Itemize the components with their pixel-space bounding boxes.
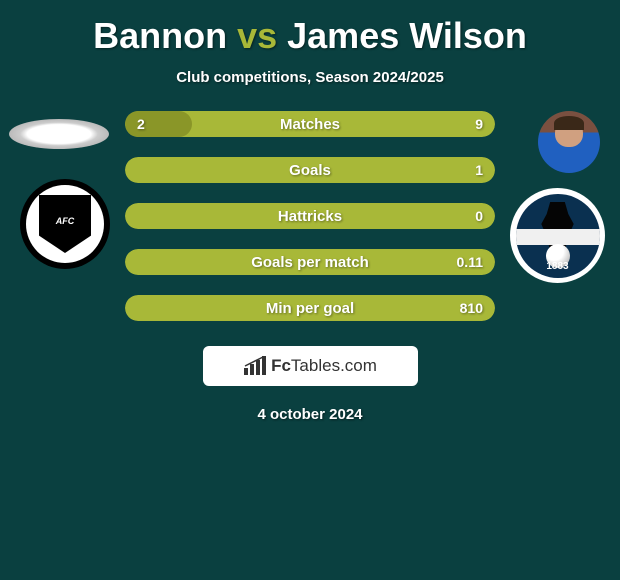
- stat-label: Goals per match: [251, 254, 369, 271]
- stat-right-value: 9: [475, 116, 483, 132]
- stat-label: Min per goal: [266, 300, 354, 317]
- stats-bars: 2 Matches 9 Goals 1 Hattricks 0 Goals per match…: [120, 111, 500, 321]
- stat-right-value: 1: [475, 162, 483, 178]
- stat-right-value: 0: [475, 208, 483, 224]
- comparison-card: Bannon vs James Wilson Club competitions…: [0, 0, 620, 433]
- page-title: Bannon vs James Wilson: [93, 15, 527, 57]
- dotcom-text: .com: [340, 356, 377, 375]
- fc-bold: Fc: [271, 356, 291, 375]
- tables-text: Tables: [291, 356, 340, 375]
- fctables-text: FcTables.com: [271, 356, 377, 376]
- vs-text: vs: [237, 15, 277, 56]
- club-year: 1883: [546, 261, 568, 272]
- player2-club-logo: 1883: [510, 188, 605, 283]
- subtitle: Club competitions, Season 2024/2025: [176, 69, 444, 86]
- player2-name: James Wilson: [287, 15, 527, 56]
- shield-text: AFC: [56, 216, 75, 226]
- shield-icon: AFC: [39, 195, 91, 253]
- ribbon-icon: [516, 229, 600, 245]
- player2-avatar: [538, 111, 600, 173]
- stat-right-value: 810: [460, 300, 483, 316]
- stat-label: Goals: [289, 162, 331, 179]
- stat-row: Min per goal 810: [125, 295, 495, 321]
- stat-label: Hattricks: [278, 208, 342, 225]
- date-text: 4 october 2024: [257, 406, 362, 423]
- stat-right-value: 0.11: [457, 254, 483, 270]
- stat-left-value: 2: [137, 116, 145, 132]
- fctables-badge[interactable]: FcTables.com: [203, 346, 418, 386]
- stat-row: Hattricks 0: [125, 203, 495, 229]
- content-row: AFC 2 Matches 9 Goals 1 Hattricks 0 Goals per m…: [0, 111, 620, 321]
- player1-avatar: [9, 119, 109, 149]
- left-column: AFC: [0, 111, 120, 321]
- stat-label: Matches: [280, 116, 340, 133]
- player1-name: Bannon: [93, 15, 227, 56]
- club-logo-inner: 1883: [516, 194, 600, 278]
- stat-row: Goals 1: [125, 157, 495, 183]
- stat-row: Goals per match 0.11: [125, 249, 495, 275]
- stat-row: 2 Matches 9: [125, 111, 495, 137]
- player1-club-logo: AFC: [20, 179, 110, 269]
- stat-fill: [125, 111, 192, 137]
- club-logo-inner: AFC: [26, 185, 104, 263]
- right-column: 1883: [500, 111, 620, 321]
- barchart-icon: [243, 356, 267, 376]
